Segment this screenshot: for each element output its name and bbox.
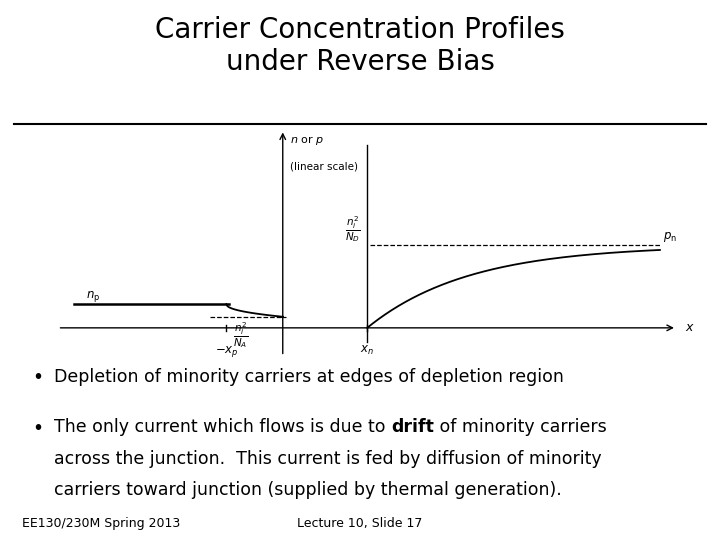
Text: across the junction.  This current is fed by diffusion of minority: across the junction. This current is fed… xyxy=(54,450,602,468)
Text: $p_{\rm n}$: $p_{\rm n}$ xyxy=(662,230,677,244)
Text: $-x_p$: $-x_p$ xyxy=(215,344,238,359)
Text: of minority carriers: of minority carriers xyxy=(434,418,607,436)
Text: •: • xyxy=(32,368,43,387)
Text: •: • xyxy=(32,418,43,437)
Text: $x$: $x$ xyxy=(685,321,695,334)
Text: $x_n$: $x_n$ xyxy=(360,344,374,357)
Text: $n_{\rm p}$: $n_{\rm p}$ xyxy=(86,289,100,304)
Text: drift: drift xyxy=(391,418,434,436)
Text: Carrier Concentration Profiles
under Reverse Bias: Carrier Concentration Profiles under Rev… xyxy=(155,16,565,76)
Text: Lecture 10, Slide 17: Lecture 10, Slide 17 xyxy=(297,517,423,530)
Text: carriers toward junction (supplied by thermal generation).: carriers toward junction (supplied by th… xyxy=(54,481,562,499)
Text: $\dfrac{n_i^2}{N_A}$: $\dfrac{n_i^2}{N_A}$ xyxy=(233,320,248,350)
Text: $\dfrac{n_i^2}{N_D}$: $\dfrac{n_i^2}{N_D}$ xyxy=(345,214,361,244)
Text: Depletion of minority carriers at edges of depletion region: Depletion of minority carriers at edges … xyxy=(54,368,564,386)
Text: (linear scale): (linear scale) xyxy=(289,161,358,171)
Text: The only current which flows is due to: The only current which flows is due to xyxy=(54,418,391,436)
Text: $n$ or $p$: $n$ or $p$ xyxy=(289,133,323,146)
Text: EE130/230M Spring 2013: EE130/230M Spring 2013 xyxy=(22,517,180,530)
